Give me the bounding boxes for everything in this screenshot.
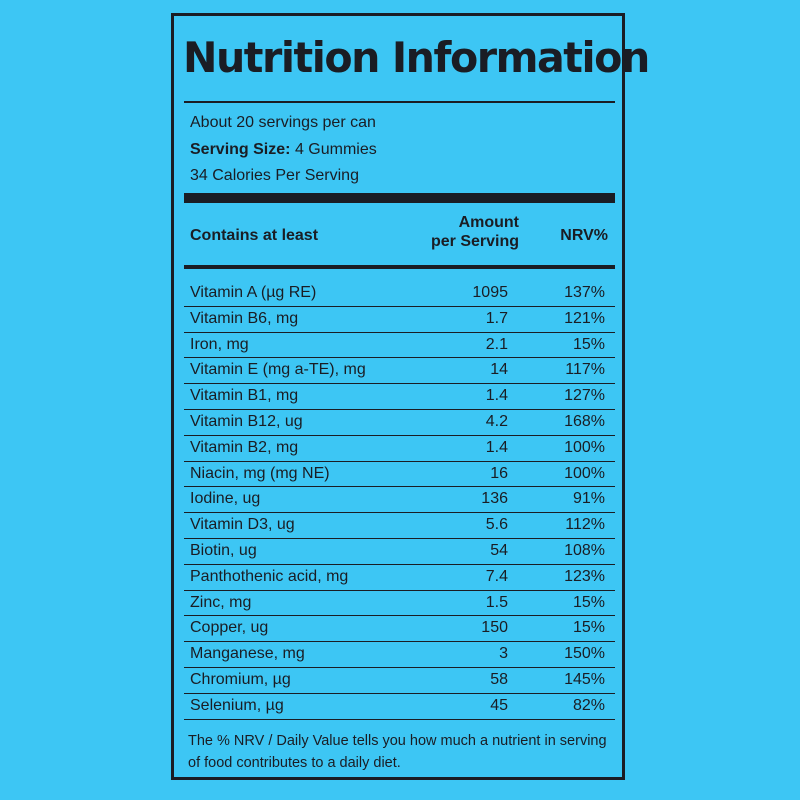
table-row: Zinc, mg 1.5 15% [184,591,615,617]
nutrient-name: Vitamin D3, ug [190,516,295,534]
table-row: Vitamin A (µg RE) 1095 137% [184,281,615,307]
table-row: Copper, ug 150 15% [184,616,615,643]
nrv-percent: 123% [564,567,605,585]
header-amount-line2: per Serving [430,233,519,250]
nutrient-table: Vitamin A (µg RE) 1095 137% Vitamin B6, mg 1… [184,281,615,720]
table-row: Selenium, µg 45 82% [184,694,615,720]
amount-per-serving: 16 [490,464,508,482]
title-rule [184,101,615,103]
amount-per-serving: 14 [490,361,508,379]
nrv-percent: 137% [564,284,605,301]
nutrient-name: Zinc, mg [190,593,252,611]
nutrient-name: Manganese, mg [190,645,305,663]
header-nutrient: Contains at least [190,227,319,244]
nrv-percent: 112% [565,516,605,534]
nutrition-label-border [171,13,625,780]
amount-per-serving: 1095 [472,284,508,301]
nutrient-name: Vitamin E (mg a-TE), mg [190,361,366,379]
nrv-percent: 100% [564,438,605,456]
nrv-percent: 127% [564,387,605,405]
amount-per-serving: 136 [481,490,508,508]
amount-per-serving: 1.5 [485,593,508,611]
amount-per-serving: 4.2 [485,412,508,430]
footnote: The % NRV / Daily Value tells you how mu… [188,733,607,771]
table-row: Manganese, mg 3 150% [184,642,615,668]
header-amount-line1: Amount [458,214,519,231]
nutrient-name: Vitamin B2, mg [190,438,299,456]
amount-per-serving: 3 [499,645,508,663]
nutrient-name: Iron, mg [190,335,249,353]
amount-per-serving: 45 [490,696,508,714]
nrv-percent: 121% [564,309,605,327]
nrv-percent: 91% [572,490,605,508]
nutrient-name: Biotin, ug [190,541,257,559]
header-rule [184,265,615,269]
nrv-percent: 168% [564,412,605,430]
servings-per-container: About 20 servings per can [190,114,376,131]
table-row: Chromium, µg 58 145% [184,668,615,694]
amount-per-serving: 58 [490,670,508,688]
nutrient-name: Panthothenic acid, mg [190,567,349,585]
amount-per-serving: 5.6 [485,516,508,534]
nutrient-name: Copper, ug [190,619,269,637]
nrv-percent: 108% [564,541,605,559]
serving-size: Serving Size: 4 Gummies [190,140,377,160]
amount-per-serving: 2.1 [485,335,508,353]
nutrient-name: Niacin, mg (mg NE) [190,464,330,482]
nrv-percent: 117% [565,361,605,379]
nrv-percent: 150% [564,645,605,663]
header-nrv: NRV% [560,227,608,244]
nutrient-name: Iodine, ug [190,490,261,508]
calories-per-serving: 34 Calories Per Serving [190,167,359,184]
amount-per-serving: 1.4 [485,387,508,405]
nrv-percent: 145% [564,670,605,688]
table-row: Vitamin B1, mg 1.4 127% [184,384,615,410]
table-row: Iodine, ug 136 91% [184,487,615,514]
nrv-percent: 15% [572,619,605,637]
table-row: Iron, mg 2.1 15% [184,333,615,359]
table-row: Panthothenic acid, mg 7.4 123% [184,565,615,591]
amount-per-serving: 150 [481,619,508,637]
nutrient-name: Vitamin B12, ug [190,412,303,430]
table-row: Vitamin D3, ug 5.6 112% [184,513,615,539]
table-row: Vitamin B12, ug 4.2 168% [184,410,615,436]
table-row: Vitamin B2, mg 1.4 100% [184,436,615,462]
table-row: Niacin, mg (mg NE) 16 100% [184,462,615,488]
nutrient-name: Vitamin B1, mg [190,387,299,405]
table-row: Biotin, ug 54 108% [184,539,615,565]
table-row: Vitamin B6, mg 1.7 121% [184,307,615,333]
serving-size-label: Serving Size: [190,141,291,158]
amount-per-serving: 7.4 [485,567,508,585]
amount-per-serving: 1.4 [485,438,508,456]
nrv-percent: 15% [572,335,605,353]
amount-per-serving: 1.7 [485,309,508,327]
amount-per-serving: 54 [490,541,508,559]
nrv-percent: 100% [564,464,605,482]
nutrient-name: Selenium, µg [190,696,284,714]
table-row: Vitamin E (mg a-TE), mg 14 117% [184,358,615,385]
label-title: Nutrition Information [183,33,650,82]
nutrient-name: Vitamin B6, mg [190,309,299,327]
thick-rule [184,193,615,203]
nrv-percent: 82% [572,696,605,714]
nutrient-name: Chromium, µg [190,670,291,688]
nrv-percent: 15% [572,593,605,611]
serving-size-value: 4 Gummies [294,141,377,158]
nutrient-name: Vitamin A (µg RE) [190,284,317,301]
